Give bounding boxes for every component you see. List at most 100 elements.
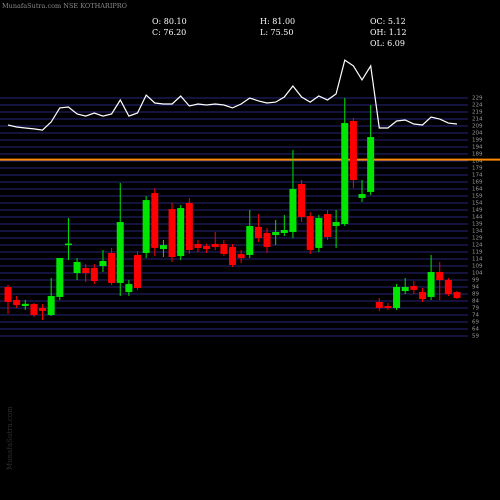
chart-title: MunafaSutra.com NSE KOTHARIPRO — [2, 2, 127, 10]
candle-body — [4, 287, 12, 302]
candle-body — [177, 208, 185, 257]
y-tick-label: 189 — [472, 152, 483, 158]
y-tick-label: 159 — [472, 194, 483, 200]
y-tick-label: 184 — [472, 159, 483, 165]
candle-body — [220, 244, 228, 254]
y-tick-label: 194 — [472, 145, 483, 151]
candle-body — [358, 194, 366, 198]
candle-body — [280, 230, 288, 233]
y-tick-label: 89 — [472, 292, 479, 298]
candle-body — [82, 267, 90, 273]
indicator-line — [7, 59, 458, 131]
candle-body — [332, 222, 340, 226]
y-tick-label: 199 — [472, 138, 483, 144]
y-tick-label: 224 — [472, 103, 483, 109]
y-tick-label: 64 — [472, 327, 479, 333]
candle-body — [185, 203, 193, 251]
candle-body — [384, 306, 392, 308]
candle-body — [453, 292, 461, 299]
candle-body — [125, 284, 133, 293]
y-tick-label: 114 — [472, 257, 483, 263]
y-tick-label: 204 — [472, 131, 483, 137]
candle-body — [298, 183, 306, 217]
candle-body — [21, 303, 29, 307]
candle-body — [30, 304, 38, 315]
y-tick-label: 149 — [472, 208, 483, 214]
stat: OL: 6.09 — [370, 39, 405, 48]
y-tick-label: 84 — [472, 299, 479, 305]
candle-body — [237, 253, 245, 259]
candle-body — [56, 258, 64, 297]
candle-body — [13, 300, 21, 306]
candle-body — [159, 245, 167, 250]
y-tick-label: 69 — [472, 320, 479, 326]
candle-body — [229, 246, 236, 266]
y-tick-label: 219 — [472, 110, 483, 116]
candle-body — [427, 272, 435, 297]
stat: C: 76.20 — [152, 28, 186, 37]
candle-body — [99, 260, 107, 266]
y-tick-label: 179 — [472, 166, 483, 172]
y-tick-label: 129 — [472, 236, 483, 242]
candle-body — [444, 280, 452, 294]
candle-body — [246, 225, 254, 255]
y-tick-label: 119 — [472, 250, 483, 256]
candle-body — [73, 261, 81, 273]
y-tick-label: 99 — [472, 278, 479, 284]
candle-body — [410, 286, 418, 290]
y-tick-label: 74 — [472, 313, 479, 319]
y-tick-label: 209 — [472, 124, 483, 130]
y-tick-label: 154 — [472, 201, 483, 207]
candle-body — [315, 217, 323, 248]
candle-body — [272, 231, 280, 236]
y-tick-label: 124 — [472, 243, 483, 249]
candle-body — [375, 301, 383, 308]
candle-body — [323, 214, 331, 238]
candle-body — [134, 254, 142, 288]
y-tick-label: 164 — [472, 187, 483, 193]
plot — [4, 59, 461, 321]
candle-body — [194, 244, 202, 248]
stat: L: 75.50 — [260, 28, 293, 37]
y-tick-label: 109 — [472, 264, 483, 270]
candle-body — [151, 193, 159, 248]
candle-body — [116, 222, 124, 283]
candle-body — [436, 272, 444, 280]
y-tick-label: 94 — [472, 285, 479, 291]
y-tick-label: 139 — [472, 222, 483, 228]
candle-body — [401, 287, 409, 292]
candle-body — [418, 292, 426, 300]
stat: OH: 1.12 — [370, 28, 407, 37]
candle-body — [289, 189, 297, 232]
y-tick-label: 214 — [472, 117, 483, 123]
y-tick-label: 59 — [472, 334, 479, 340]
candle-body — [306, 216, 314, 251]
y-tick-label: 144 — [472, 215, 483, 221]
candle-body — [341, 123, 349, 224]
grid: 2292242192142092041991941891841791741691… — [0, 96, 500, 340]
y-tick-label: 104 — [472, 271, 483, 277]
candle-body — [263, 232, 271, 247]
stat: H: 81.00 — [260, 17, 295, 26]
candle-body — [349, 120, 357, 181]
candle-body — [211, 244, 219, 247]
stat: O: 80.10 — [152, 17, 187, 26]
y-tick-label: 79 — [472, 306, 479, 312]
y-tick-label: 174 — [472, 173, 483, 179]
watermark: MunafaSutra.com — [6, 406, 14, 470]
candle-body — [367, 137, 375, 192]
y-tick-label: 169 — [472, 180, 483, 186]
candle-body — [64, 243, 72, 246]
candle-body — [254, 226, 262, 238]
candle-body — [203, 245, 211, 250]
candle-body — [47, 295, 55, 315]
candle-body — [168, 209, 176, 258]
candle-body — [108, 252, 116, 283]
candle-body — [393, 287, 401, 308]
y-tick-label: 229 — [472, 96, 483, 102]
y-tick-label: 134 — [472, 229, 483, 235]
candle-body — [142, 200, 150, 253]
candle-body — [90, 267, 98, 281]
